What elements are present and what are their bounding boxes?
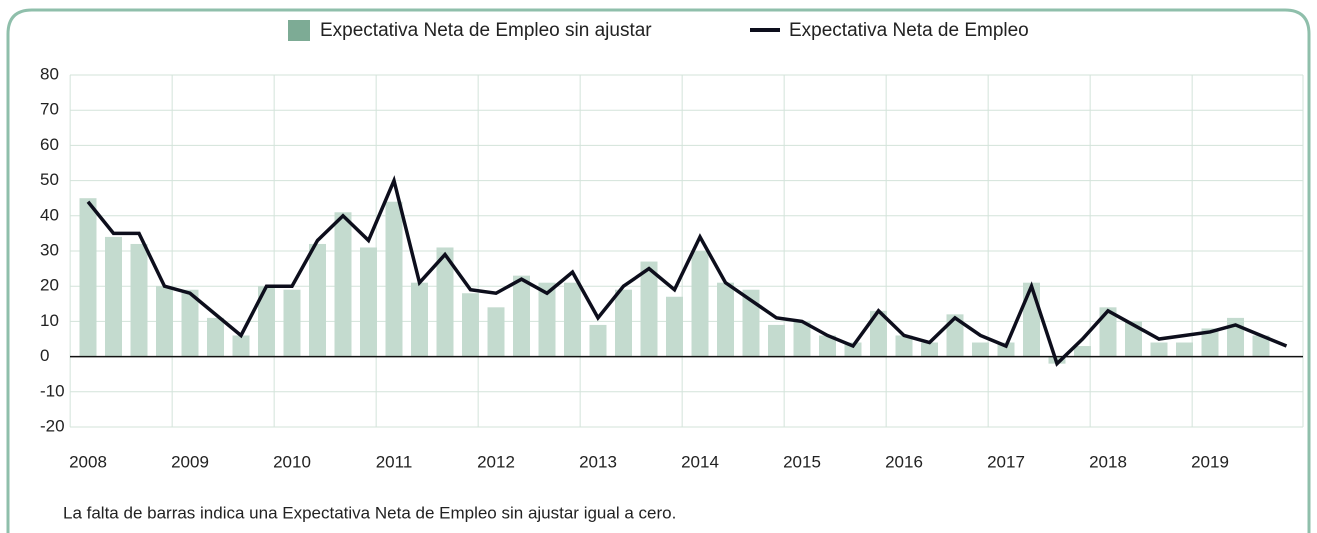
bar bbox=[283, 289, 301, 357]
bar bbox=[793, 321, 811, 357]
x-tick-label: 2015 bbox=[783, 452, 821, 471]
bar bbox=[538, 282, 556, 357]
bar bbox=[436, 247, 454, 357]
bar bbox=[207, 317, 224, 357]
bar bbox=[895, 335, 913, 357]
bar bbox=[946, 314, 964, 357]
bar bbox=[487, 307, 505, 357]
x-tick-label: 2008 bbox=[69, 452, 107, 471]
y-tick-label: 20 bbox=[40, 276, 59, 295]
bar bbox=[921, 342, 938, 357]
y-tick-label: 50 bbox=[40, 170, 59, 189]
x-tick-label: 2013 bbox=[579, 452, 617, 471]
bar bbox=[1150, 342, 1168, 357]
x-tick-label: 2010 bbox=[273, 452, 311, 471]
x-tick-label: 2017 bbox=[987, 452, 1025, 471]
bar bbox=[666, 296, 683, 357]
bar bbox=[411, 282, 428, 357]
bar bbox=[742, 289, 760, 357]
bar bbox=[309, 243, 326, 357]
bar bbox=[360, 247, 377, 357]
y-tick-label: 10 bbox=[40, 311, 59, 330]
bar bbox=[564, 282, 581, 357]
y-tick-label: 60 bbox=[40, 135, 59, 154]
bar bbox=[105, 236, 122, 357]
bar bbox=[1074, 346, 1091, 357]
y-tick-label: 30 bbox=[40, 240, 59, 259]
x-tick-label: 2019 bbox=[1191, 452, 1229, 471]
bar bbox=[768, 324, 785, 357]
line bbox=[86, 175, 1288, 367]
bar bbox=[1176, 342, 1193, 357]
legend-label: Expectativa Neta de Empleo sin ajustar bbox=[320, 20, 652, 41]
bar bbox=[1125, 321, 1142, 357]
y-tick-label: 40 bbox=[40, 205, 59, 224]
bar bbox=[1252, 335, 1270, 357]
frame bbox=[6, 8, 1311, 533]
bar bbox=[1201, 328, 1219, 357]
note: La falta de barras indica una Expectativ… bbox=[63, 503, 676, 522]
bar bbox=[870, 310, 887, 357]
bar bbox=[156, 286, 173, 357]
bar bbox=[462, 293, 479, 357]
bar bbox=[334, 212, 352, 357]
bar bbox=[513, 275, 530, 357]
bar bbox=[130, 243, 148, 357]
x-tick-label: 2014 bbox=[681, 452, 719, 471]
y-tick-label: -20 bbox=[40, 416, 65, 435]
bar bbox=[258, 286, 275, 357]
bar bbox=[232, 335, 250, 357]
x-tick-label: 2012 bbox=[477, 452, 515, 471]
bar bbox=[79, 198, 97, 357]
x-tick-label: 2016 bbox=[885, 452, 923, 471]
bar bbox=[972, 342, 989, 357]
legend-swatch bbox=[288, 20, 310, 41]
legend-label: Expectativa Neta de Empleo bbox=[789, 20, 1029, 41]
bar bbox=[1099, 307, 1117, 357]
bar bbox=[589, 324, 607, 357]
bar bbox=[1023, 282, 1040, 357]
y-tick-label: 80 bbox=[40, 64, 59, 83]
y-tick-label: -10 bbox=[40, 381, 65, 400]
x-tick-label: 2011 bbox=[376, 452, 413, 471]
y-tick-label: 0 bbox=[40, 346, 49, 365]
bar bbox=[385, 201, 403, 357]
bar bbox=[615, 289, 632, 357]
x-tick-label: 2018 bbox=[1089, 452, 1127, 471]
bar bbox=[819, 335, 836, 357]
bar bbox=[181, 289, 199, 357]
y-tick-label: 70 bbox=[40, 100, 59, 119]
bar bbox=[640, 261, 658, 357]
x-tick-label: 2009 bbox=[171, 452, 209, 471]
bar bbox=[717, 282, 734, 357]
bar bbox=[691, 251, 709, 357]
